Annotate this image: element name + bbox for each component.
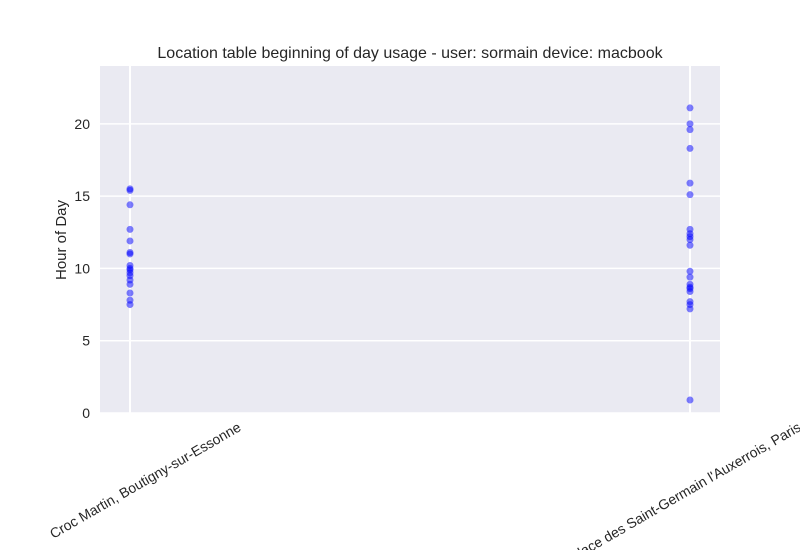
y-tick-label: 15 [74,188,90,204]
data-point [126,301,134,309]
data-point [686,288,694,296]
data-point [686,120,694,128]
data-point [126,201,134,209]
data-point [686,179,694,187]
y-tick-label: 0 [82,405,90,421]
data-point [126,250,134,258]
y-tick-label: 5 [82,333,90,349]
y-axis-label: Hour of Day [53,199,70,280]
data-point [686,396,694,404]
data-point [686,126,694,134]
data-point [686,191,694,199]
data-point [686,273,694,281]
data-point [686,236,694,243]
chart-title: Location table beginning of day usage - … [157,45,663,62]
data-point [686,104,694,112]
plot-area [100,66,720,413]
data-point [126,186,134,194]
data-point [126,225,134,233]
data-point [686,267,694,275]
data-point [686,241,694,249]
data-point [686,305,694,313]
y-tick-label: 10 [74,260,90,276]
y-tick-labels: 0 5 10 15 20 [74,116,90,421]
data-point [126,237,134,245]
data-point [686,144,694,152]
data-point [126,289,134,297]
y-tick-label: 20 [74,116,90,132]
data-points [126,104,694,404]
data-point [126,280,134,288]
